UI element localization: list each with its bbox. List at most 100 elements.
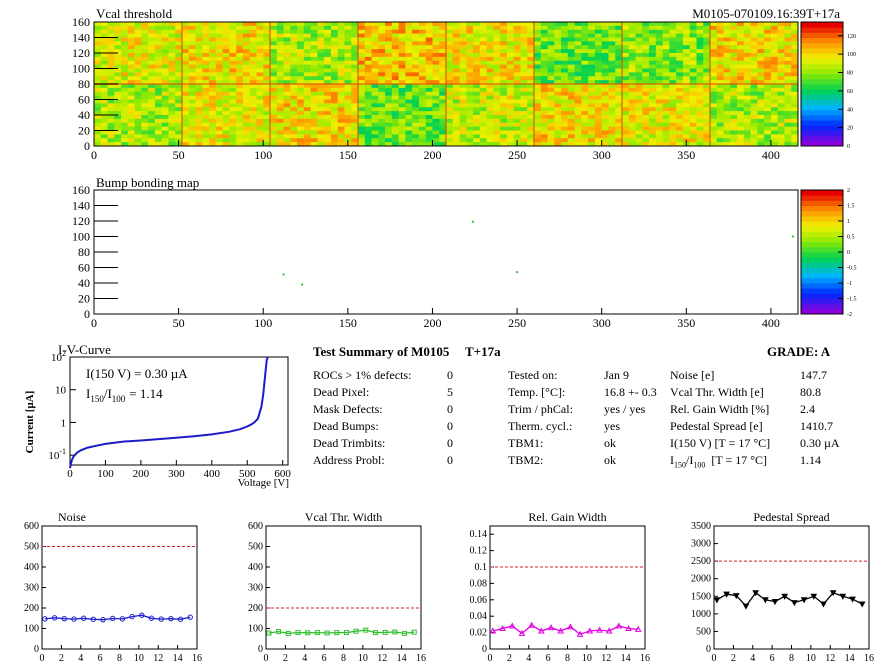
threshold-cell	[622, 45, 630, 50]
threshold-cell	[236, 91, 244, 97]
threshold-cell	[574, 122, 582, 128]
threshold-cell	[229, 49, 237, 54]
threshold-cell	[121, 64, 129, 69]
threshold-cell	[378, 126, 386, 131]
threshold-cell	[412, 138, 420, 143]
threshold-cell	[249, 72, 257, 77]
threshold-cell	[689, 60, 697, 66]
threshold-cell	[175, 33, 183, 38]
threshold-cell	[655, 126, 664, 131]
threshold-cell	[567, 64, 576, 69]
threshold-cell	[615, 118, 623, 124]
threshold-cell	[540, 142, 548, 147]
threshold-cell	[628, 56, 636, 62]
threshold-cell	[486, 60, 494, 66]
threshold-cell	[439, 115, 447, 120]
threshold-cell	[310, 122, 318, 128]
threshold-cell	[649, 25, 657, 31]
threshold-cell	[134, 37, 142, 42]
threshold-cell	[791, 99, 799, 104]
threshold-cell	[527, 76, 535, 81]
palette-tick-label: 40	[847, 107, 853, 113]
threshold-cell	[479, 95, 488, 100]
threshold-cell	[290, 76, 298, 81]
threshold-cell	[649, 87, 657, 93]
threshold-cell	[479, 91, 488, 97]
threshold-cell	[439, 91, 447, 97]
threshold-cell	[107, 60, 115, 66]
threshold-cell	[364, 99, 372, 104]
threshold-cell	[270, 60, 278, 66]
threshold-cell	[534, 95, 542, 100]
threshold-cell	[534, 37, 542, 42]
threshold-cell	[249, 95, 257, 100]
threshold-cell	[534, 115, 542, 120]
threshold-cell	[689, 49, 697, 54]
threshold-cell	[94, 126, 102, 131]
threshold-cell	[696, 56, 704, 62]
threshold-cell	[242, 22, 251, 27]
threshold-cell	[209, 37, 217, 42]
chart-x-tick-label: 8	[117, 653, 122, 664]
threshold-cell	[791, 60, 799, 66]
palette-band	[801, 293, 843, 299]
threshold-cell	[723, 72, 731, 77]
threshold-cell	[202, 103, 210, 108]
threshold-cell	[493, 49, 501, 54]
threshold-cell	[317, 99, 325, 104]
threshold-cell	[425, 84, 433, 89]
threshold-cell	[337, 99, 345, 104]
threshold-cell	[513, 91, 521, 97]
threshold-cell	[764, 115, 772, 120]
threshold-cell	[310, 138, 318, 143]
threshold-cell	[297, 68, 305, 73]
threshold-cell	[561, 95, 569, 100]
threshold-cell	[770, 53, 779, 58]
threshold-cell	[303, 37, 312, 42]
threshold-cell	[594, 60, 603, 66]
threshold-cell	[337, 33, 345, 38]
threshold-cell	[412, 45, 420, 50]
threshold-cell	[303, 130, 312, 135]
threshold-cell	[486, 122, 494, 128]
threshold-cell	[757, 84, 765, 89]
threshold-cell	[703, 45, 711, 50]
threshold-cell	[784, 49, 792, 54]
threshold-cell	[527, 64, 535, 69]
threshold-cell	[655, 64, 664, 69]
threshold-cell	[182, 95, 190, 100]
threshold-cell	[682, 126, 691, 131]
threshold-cell	[757, 122, 765, 128]
threshold-cell	[351, 111, 359, 116]
threshold-cell	[134, 76, 142, 81]
threshold-cell	[141, 99, 149, 104]
threshold-cell	[276, 87, 284, 93]
threshold-cell	[554, 80, 562, 85]
threshold-cell	[358, 64, 366, 69]
threshold-cell	[750, 72, 758, 77]
threshold-cell	[743, 72, 752, 77]
threshold-cell	[547, 115, 555, 120]
threshold-cell	[209, 76, 217, 81]
threshold-cell	[588, 45, 596, 50]
threshold-cell	[263, 122, 271, 128]
threshold-cell	[351, 80, 359, 85]
threshold-cell	[270, 122, 278, 128]
threshold-cell	[148, 45, 156, 50]
threshold-cell	[662, 29, 670, 35]
threshold-cell	[439, 76, 447, 81]
threshold-cell	[195, 126, 203, 131]
chart-y-tick-label: 0.12	[470, 546, 488, 557]
threshold-cell	[127, 29, 136, 35]
threshold-cell	[567, 25, 576, 31]
threshold-cell	[385, 103, 393, 108]
chart-x-tick-label: 4	[302, 653, 307, 664]
threshold-cell	[385, 49, 393, 54]
threshold-cell	[486, 25, 494, 31]
chart-data-point	[392, 629, 398, 635]
threshold-cell	[351, 53, 359, 58]
threshold-cell	[405, 130, 413, 135]
threshold-cell	[743, 130, 752, 135]
threshold-cell	[737, 53, 745, 58]
